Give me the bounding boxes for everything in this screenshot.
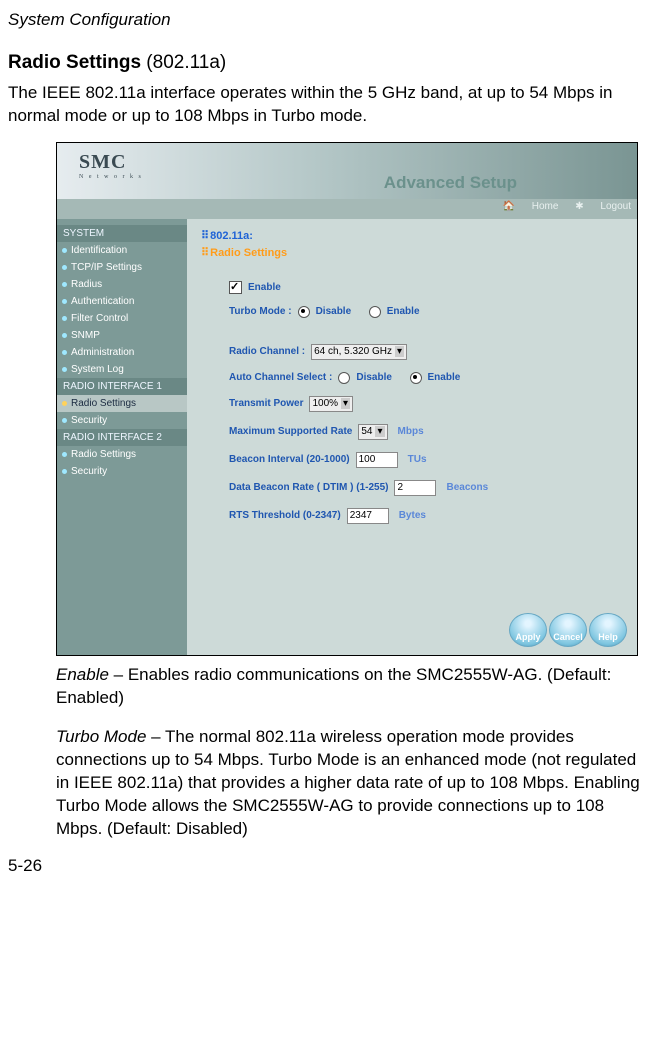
logo-subtext: N e t w o r k s xyxy=(79,174,143,180)
radio-channel-row: Radio Channel : 64 ch, 5.320 GHz xyxy=(229,344,637,360)
max-rate-unit: Mbps xyxy=(398,426,424,437)
section-title-bold: Radio Settings xyxy=(8,52,141,73)
logo-text: SMC xyxy=(79,151,126,173)
turbo-description: Turbo Mode – The normal 802.11a wireless… xyxy=(56,726,644,841)
transmit-power-select[interactable]: 100% xyxy=(309,396,353,412)
enable-row: Enable xyxy=(229,281,637,294)
page-number: 5-26 xyxy=(8,856,650,876)
sidebar-item-radius[interactable]: Radius xyxy=(57,276,187,293)
enable-description: Enable – Enables radio communications on… xyxy=(56,664,644,710)
home-link[interactable]: 🏠 Home xyxy=(503,201,559,212)
rts-row: RTS Threshold (0-2347) 2347 Bytes xyxy=(229,508,637,524)
section-title-rest: (802.11a) xyxy=(141,52,226,73)
transmit-power-row: Transmit Power 100% xyxy=(229,396,637,412)
logout-link[interactable]: ✱ Logout xyxy=(575,201,631,212)
beacon-interval-unit: TUs xyxy=(408,454,427,465)
sidebar-item-authentication[interactable]: Authentication xyxy=(57,293,187,310)
sidebar-item-ri2-security[interactable]: Security xyxy=(57,463,187,480)
banner-area: SMC N e t w o r k s Advanced Setup xyxy=(57,143,637,199)
beacon-interval-row: Beacon Interval (20-1000) 100 TUs xyxy=(229,452,637,468)
rts-label: RTS Threshold (0-2347) xyxy=(229,510,341,521)
home-label: Home xyxy=(532,201,559,212)
beacon-interval-input[interactable]: 100 xyxy=(356,452,398,468)
help-button[interactable]: Help xyxy=(589,613,627,647)
sidebar-system-header: SYSTEM xyxy=(57,225,187,242)
sidebar-item-system-log[interactable]: System Log xyxy=(57,361,187,378)
turbo-disable-label: Disable xyxy=(316,306,352,317)
auto-channel-row: Auto Channel Select : Disable Enable xyxy=(229,372,637,384)
sidebar-item-administration[interactable]: Administration xyxy=(57,344,187,361)
embedded-screenshot: SMC N e t w o r k s Advanced Setup 🏠 Hom… xyxy=(56,142,638,656)
dtim-unit: Beacons xyxy=(446,482,488,493)
section-title: Radio Settings (802.11a) xyxy=(8,52,650,74)
radio-channel-label: Radio Channel : xyxy=(229,346,305,357)
auto-channel-disable-radio[interactable] xyxy=(338,372,350,384)
apply-button[interactable]: Apply xyxy=(509,613,547,647)
main-panel: 802.11a: Radio Settings Enable Turbo Mod… xyxy=(187,219,637,655)
auto-channel-enable-label: Enable xyxy=(428,372,461,383)
max-rate-row: Maximum Supported Rate 54 Mbps xyxy=(229,424,637,440)
turbo-enable-radio[interactable] xyxy=(369,306,381,318)
transmit-power-label: Transmit Power xyxy=(229,398,303,409)
sidebar-item-filter-control[interactable]: Filter Control xyxy=(57,310,187,327)
sidebar: SYSTEM Identification TCP/IP Settings Ra… xyxy=(57,219,187,655)
auto-channel-enable-radio[interactable] xyxy=(410,372,422,384)
beacon-interval-label: Beacon Interval (20-1000) xyxy=(229,454,350,465)
max-rate-label: Maximum Supported Rate xyxy=(229,426,352,437)
action-buttons: Apply Cancel Help xyxy=(509,613,627,647)
auto-channel-label: Auto Channel Select : xyxy=(229,372,332,383)
rts-unit: Bytes xyxy=(399,510,426,521)
sidebar-item-ri2-radio-settings[interactable]: Radio Settings xyxy=(57,446,187,463)
sidebar-item-snmp[interactable]: SNMP xyxy=(57,327,187,344)
toolbar: 🏠 Home ✱ Logout xyxy=(57,199,637,219)
auto-channel-disable-label: Disable xyxy=(356,372,392,383)
enable-desc-text: – Enables radio communications on the SM… xyxy=(56,665,611,707)
turbo-mode-row: Turbo Mode : Disable Enable xyxy=(229,306,637,318)
smc-logo: SMC N e t w o r k s xyxy=(79,151,143,180)
radio-channel-select[interactable]: 64 ch, 5.320 GHz xyxy=(311,344,407,360)
enable-label: Enable xyxy=(248,282,281,293)
enable-term: Enable xyxy=(56,665,109,684)
sidebar-item-ri1-security[interactable]: Security xyxy=(57,412,187,429)
main-title-802-11a: 802.11a: xyxy=(201,229,637,242)
sidebar-ri2-header: RADIO INTERFACE 2 xyxy=(57,429,187,446)
sidebar-item-ri1-radio-settings[interactable]: Radio Settings xyxy=(57,395,187,412)
turbo-enable-label: Enable xyxy=(387,306,420,317)
main-title-radio-settings: Radio Settings xyxy=(201,246,637,259)
turbo-mode-label: Turbo Mode : xyxy=(229,306,292,317)
turbo-disable-radio[interactable] xyxy=(298,306,310,318)
sidebar-item-tcpip[interactable]: TCP/IP Settings xyxy=(57,259,187,276)
dtim-label: Data Beacon Rate ( DTIM ) (1-255) xyxy=(229,482,388,493)
banner-title: Advanced Setup xyxy=(384,173,517,193)
cancel-button[interactable]: Cancel xyxy=(549,613,587,647)
enable-checkbox[interactable] xyxy=(229,281,242,294)
page-header: System Configuration xyxy=(8,10,650,30)
rts-input[interactable]: 2347 xyxy=(347,508,389,524)
max-rate-select[interactable]: 54 xyxy=(358,424,387,440)
sidebar-item-identification[interactable]: Identification xyxy=(57,242,187,259)
turbo-term: Turbo Mode xyxy=(56,727,146,746)
logout-label: Logout xyxy=(600,201,631,212)
sidebar-ri1-header: RADIO INTERFACE 1 xyxy=(57,378,187,395)
dtim-input[interactable]: 2 xyxy=(394,480,436,496)
intro-paragraph: The IEEE 802.11a interface operates with… xyxy=(8,82,650,128)
dtim-row: Data Beacon Rate ( DTIM ) (1-255) 2 Beac… xyxy=(229,480,637,496)
